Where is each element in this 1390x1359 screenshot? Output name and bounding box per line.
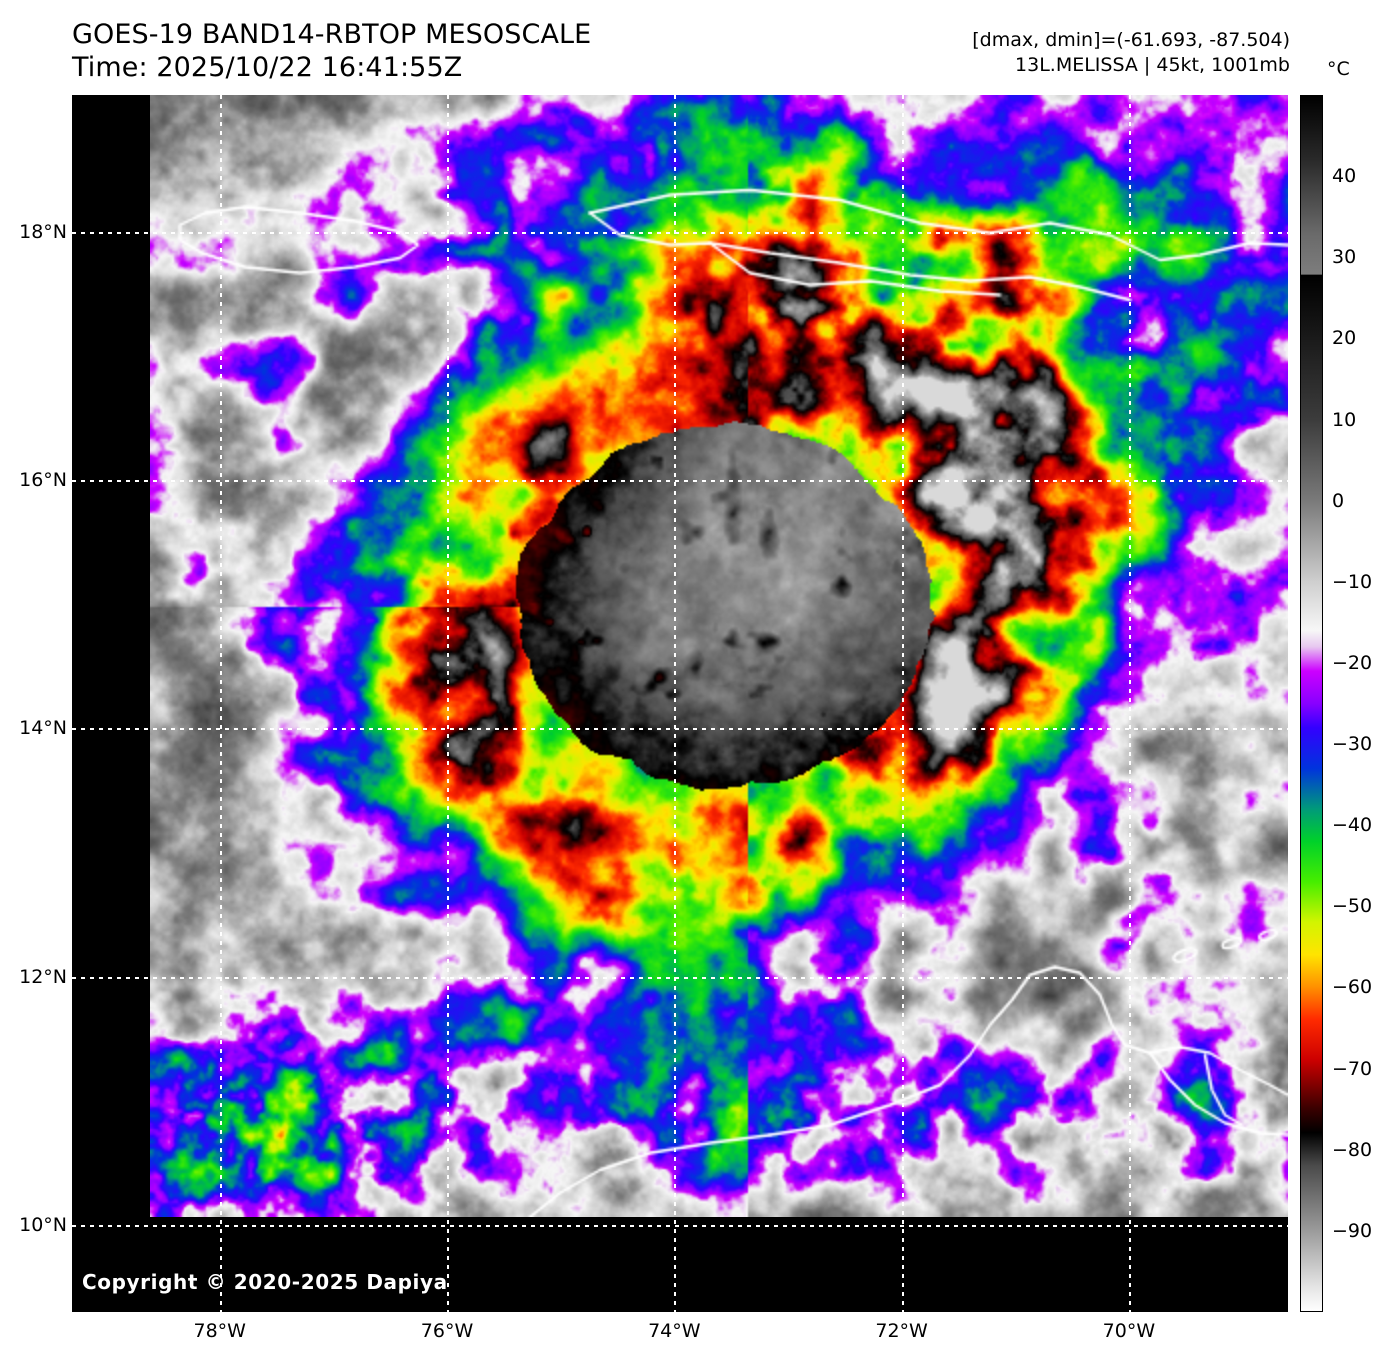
gridline-latitude (72, 976, 1288, 979)
colorbar-tick-label: −70 (1332, 1057, 1373, 1080)
colorbar-tick-label: −30 (1332, 733, 1373, 756)
colorbar-gradient (1301, 96, 1322, 1311)
gridline-latitude (72, 231, 1288, 234)
longitude-tick-label: 74°W (648, 1320, 701, 1342)
latitude-tick-label: 14°N (19, 717, 67, 740)
longitude-tick-label: 78°W (193, 1320, 246, 1342)
timestamp-label: Time: 2025/10/22 16:41:55Z (72, 52, 463, 83)
dmax-dmin-label: [dmax, dmin]=(-61.693, -87.504) (972, 29, 1290, 51)
colorbar-tick-label: 0 (1332, 489, 1345, 512)
ir-brightness-temperature-canvas (150, 95, 1288, 1217)
gridline-latitude (72, 1225, 1288, 1228)
colorbar-tick-label: −20 (1332, 651, 1373, 674)
title-block: GOES-19 BAND14-RBTOP MESOSCALE Time: 202… (72, 18, 591, 84)
copyright-label: Copyright © 2020-2025 Dapiya (82, 1270, 448, 1294)
longitude-tick-label: 70°W (1102, 1320, 1156, 1342)
satellite-plot-area[interactable]: Copyright © 2020-2025 Dapiya (72, 95, 1288, 1312)
latitude-tick-label: 10°N (19, 1214, 67, 1237)
longitude-tick-label: 72°W (875, 1320, 928, 1342)
gridline-latitude (72, 728, 1288, 731)
gridline-longitude (219, 95, 222, 1312)
satellite-image-raster (150, 95, 1288, 1217)
colorbar-tick-label: 40 (1332, 165, 1357, 188)
colorbar-unit-label: °C (1327, 58, 1350, 80)
gridline-longitude (674, 95, 677, 1312)
colorbar-tick-label: −10 (1332, 570, 1373, 593)
colorbar-tick-label: −90 (1332, 1219, 1373, 1242)
metadata-block: [dmax, dmin]=(-61.693, -87.504) 13L.MELI… (972, 28, 1290, 78)
gridline-latitude (72, 479, 1288, 482)
colorbar-tick-label: −50 (1332, 895, 1373, 918)
colorbar-tick-label: 30 (1332, 246, 1357, 269)
gridline-longitude (901, 95, 904, 1312)
gridline-longitude (1128, 95, 1131, 1312)
latitude-tick-label: 12°N (19, 965, 67, 988)
colorbar-tick-label: −40 (1332, 814, 1373, 837)
longitude-tick-label: 76°W (420, 1320, 474, 1342)
colorbar-tick-label: −80 (1332, 1138, 1373, 1161)
colorbar-tick-label: 20 (1332, 327, 1357, 350)
latitude-tick-label: 18°N (19, 220, 67, 243)
colorbar-tick-label: 10 (1332, 408, 1357, 431)
colorbar-tick-label: −60 (1332, 976, 1373, 999)
storm-info-label: 13L.MELISSA | 45kt, 1001mb (1015, 54, 1290, 76)
gridline-longitude (447, 95, 450, 1312)
latitude-tick-label: 16°N (19, 468, 67, 491)
temperature-colorbar[interactable] (1300, 95, 1323, 1312)
page-title: GOES-19 BAND14-RBTOP MESOSCALE (72, 19, 592, 50)
